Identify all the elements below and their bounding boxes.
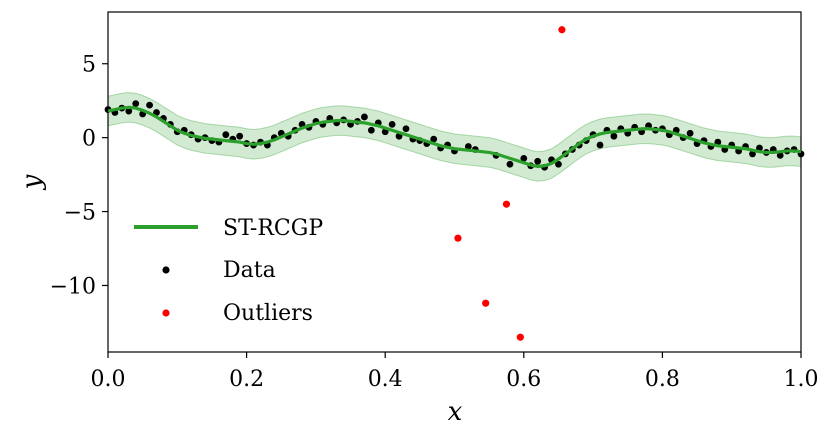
y-tick-label: −5 — [64, 201, 96, 226]
outlier-point — [454, 234, 462, 242]
data-point — [464, 143, 472, 150]
data-point — [146, 101, 153, 109]
confidence-band — [108, 92, 801, 182]
legend-outlier-swatch — [162, 309, 170, 317]
data-point — [402, 125, 410, 133]
x-tick-label: 0.2 — [229, 367, 264, 392]
legend-label-fit: ST-RCGP — [223, 216, 323, 241]
data-point — [686, 129, 694, 137]
data-point — [756, 144, 763, 152]
y-tick-label: 5 — [82, 53, 96, 78]
data-point — [222, 131, 230, 139]
data-point — [776, 151, 784, 159]
axis-ticks-layer: 0.0 0.2 0.4 0.6 0.8 1.0 5 0 −5 −10 — [50, 53, 819, 392]
confidence-band-layer — [108, 92, 801, 182]
x-tick-label: 1.0 — [784, 367, 819, 392]
outlier-point — [516, 333, 524, 341]
data-point — [125, 107, 133, 115]
legend: ST-RCGP Data Outliers — [134, 216, 323, 326]
outlier-point — [502, 200, 511, 208]
data-point — [610, 132, 618, 140]
data-point — [555, 160, 562, 168]
x-tick-label: 0.0 — [91, 367, 126, 392]
data-point — [430, 135, 438, 143]
data-point — [361, 113, 368, 121]
data-point — [534, 157, 542, 165]
legend-label-outliers: Outliers — [223, 301, 313, 326]
x-tick-label: 0.6 — [506, 367, 541, 392]
y-axis-label: y — [17, 174, 47, 190]
y-tick-label: −10 — [50, 274, 96, 299]
y-tick-label: 0 — [82, 127, 96, 152]
fit-line — [108, 105, 801, 169]
data-point — [153, 109, 160, 116]
data-point — [132, 100, 140, 108]
legend-data-swatch — [162, 266, 170, 274]
data-point — [506, 160, 514, 168]
plot-frame — [107, 11, 802, 353]
x-tick-label: 0.4 — [368, 367, 403, 392]
x-axis-label: x — [448, 397, 463, 427]
x-tick-label: 0.8 — [645, 367, 680, 392]
legend-label-data: Data — [223, 258, 276, 283]
outlier-point — [482, 299, 490, 307]
data-point — [596, 141, 604, 149]
outlier-points-layer — [454, 26, 566, 341]
fit-line-layer — [108, 105, 801, 169]
data-point — [236, 132, 244, 140]
data-point — [520, 154, 528, 162]
outlier-point — [558, 26, 566, 34]
data-point — [367, 126, 375, 134]
data-point — [388, 120, 396, 128]
